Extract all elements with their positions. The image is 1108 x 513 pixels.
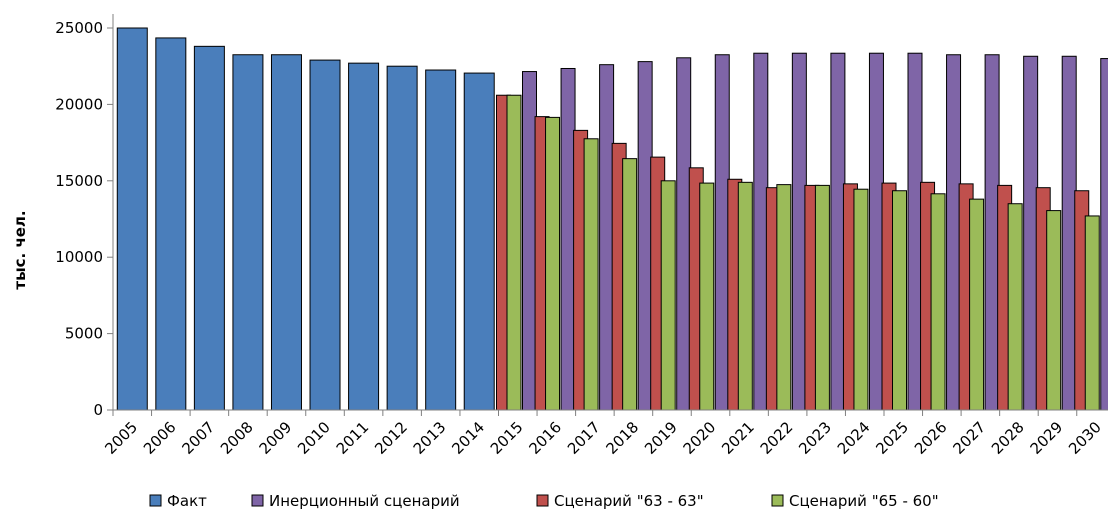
bar-0-2013: [425, 69, 457, 411]
bar-3-2023: [814, 184, 830, 411]
x-tick-label: 2016: [525, 418, 565, 458]
x-tick-label: 2010: [294, 418, 334, 458]
x-tick-label: 2006: [140, 418, 180, 458]
bar-0-2006: [155, 37, 187, 411]
bar-0-2007: [193, 45, 225, 411]
axes: [112, 14, 1108, 411]
x-tick-label: 2012: [371, 418, 411, 458]
x-tick-label: 2018: [603, 418, 643, 458]
legend: Факт Инерционный сценарий Сценарий "63 - 6…: [149, 492, 939, 510]
x-tick-label: 2024: [834, 418, 874, 458]
y-tick-label: 5000: [65, 325, 103, 343]
x-tick-label: 2020: [680, 418, 720, 458]
bar-3-2022: [776, 184, 792, 411]
bar-0-2011: [348, 62, 380, 411]
bar-0-2014: [463, 72, 495, 411]
bar-1-2030: [1100, 58, 1108, 411]
bar-3-2024: [853, 188, 869, 411]
bar-1-2020: [714, 54, 730, 411]
bar-1-2021: [753, 52, 769, 411]
bar-1-2019: [676, 57, 692, 411]
x-tick-label: 2028: [988, 418, 1028, 458]
x-tick-label: 2013: [410, 418, 450, 458]
x-tick-label: 2029: [1027, 418, 1067, 458]
bars: [116, 27, 1108, 411]
legend-label: Сценарий "63 - 63": [554, 492, 704, 510]
bar-3-2018: [622, 158, 638, 411]
legend-label: Инерционный сценарий: [269, 492, 460, 510]
bar-0-2005: [116, 27, 148, 411]
legend-label: Факт: [167, 492, 207, 510]
y-tick-label: 10000: [55, 248, 103, 266]
legend-swatch: [536, 494, 549, 507]
x-tick-label: 2021: [718, 418, 758, 458]
bar-1-2029: [1061, 55, 1077, 411]
bar-3-2029: [1046, 210, 1062, 411]
y-tick-label: 25000: [55, 19, 103, 37]
bar-1-2023: [830, 52, 846, 411]
bar-1-2018: [637, 61, 653, 411]
bar-3-2028: [1007, 203, 1023, 411]
bar-1-2016: [560, 67, 576, 411]
x-tick-label: 2005: [101, 418, 141, 458]
bar-3-2027: [969, 198, 985, 411]
bar-0-2008: [232, 54, 264, 411]
legend-label: Сценарий "65 - 60": [789, 492, 939, 510]
x-tick-label: 2025: [872, 418, 912, 458]
x-tick-label: 2030: [1065, 418, 1105, 458]
y-tick-label: 15000: [55, 172, 103, 190]
x-tick-label: 2008: [217, 418, 257, 458]
y-tick-label: 20000: [55, 95, 103, 113]
x-tick-label: 2017: [564, 418, 604, 458]
bar-1-2017: [599, 64, 615, 411]
bar-3-2026: [930, 193, 946, 411]
bar-3-2016: [545, 116, 561, 411]
bar-1-2025: [907, 52, 923, 411]
bar-3-2021: [737, 181, 753, 411]
bar-3-2030: [1084, 215, 1100, 411]
bar-3-2020: [699, 182, 715, 411]
x-tick-label: 2022: [757, 418, 797, 458]
x-tick-label: 2027: [949, 418, 989, 458]
bar-1-2022: [791, 52, 807, 411]
y-tick-label: 0: [93, 401, 103, 419]
bar-1-2028: [1023, 55, 1039, 411]
x-tick-label: 2007: [178, 418, 218, 458]
bar-0-2012: [386, 65, 418, 411]
bar-0-2009: [270, 54, 302, 411]
x-tick-label: 2015: [487, 418, 527, 458]
x-tick-label: 2009: [256, 418, 296, 458]
x-tick-label: 2019: [641, 418, 681, 458]
y-axis-title: тыс. чел.: [11, 210, 29, 289]
bar-1-2027: [984, 54, 1000, 411]
legend-swatch: [771, 494, 784, 507]
bar-1-2024: [868, 52, 884, 411]
bar-3-2019: [660, 180, 676, 411]
bar-3-2025: [892, 190, 907, 411]
x-tick-label: 2014: [448, 418, 488, 458]
bar-3-2017: [583, 138, 599, 411]
legend-swatch: [251, 494, 264, 507]
x-tick-label: 2026: [911, 418, 951, 458]
bar-0-2010: [309, 59, 341, 411]
x-tick-label: 2011: [333, 418, 373, 458]
x-tick-label: 2023: [795, 418, 835, 458]
bar-1-2015: [522, 71, 537, 411]
x-tick-labels: 2005200620072008200920102011201220132014…: [101, 410, 1105, 458]
bar-3-2015: [506, 94, 522, 411]
legend-swatch: [149, 494, 162, 507]
y-axis-ticks: 0 5000 10000 15000 20000 25000: [55, 19, 113, 419]
bar-1-2026: [946, 54, 962, 411]
